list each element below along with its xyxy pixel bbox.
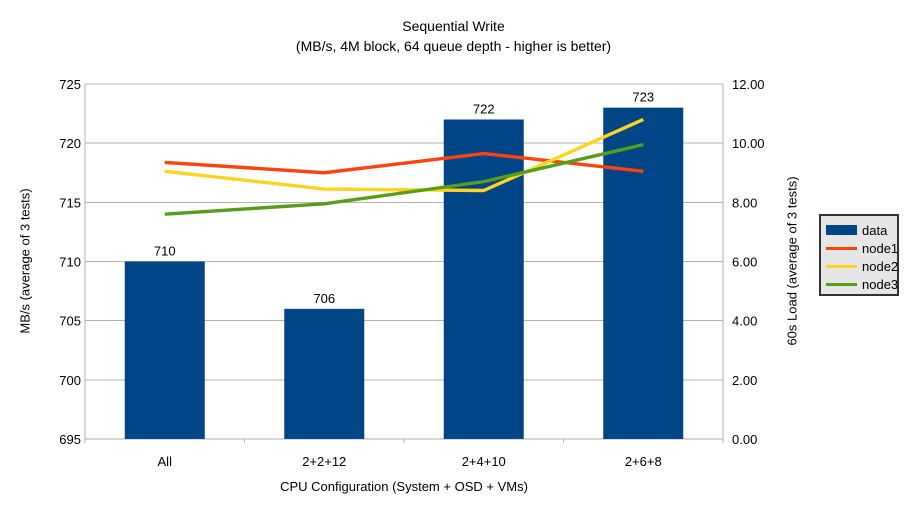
bar-2+6+8 xyxy=(603,107,684,440)
legend-label-node3: node3 xyxy=(862,276,899,292)
y1-tick-label: 725 xyxy=(59,77,81,92)
bar-value-label: 710 xyxy=(154,244,176,259)
chart-title-block: Sequential Write (MB/s, 4M block, 64 que… xyxy=(0,16,907,56)
y1-tick-label: 700 xyxy=(59,373,81,388)
y2-tick-label: 6.00 xyxy=(732,255,757,270)
legend-item-node1: node1 xyxy=(826,239,899,257)
y1-tick-label: 715 xyxy=(59,195,81,210)
legend-label-node2: node2 xyxy=(862,258,899,274)
legend-swatch-node1 xyxy=(826,246,857,250)
y2-tick-label: 0.00 xyxy=(732,432,757,447)
chart-title: Sequential Write xyxy=(402,18,505,34)
legend: data node1 node2 node3 xyxy=(819,214,899,296)
bar-value-label: 722 xyxy=(473,102,495,117)
legend-swatch-data xyxy=(826,225,857,235)
y1-tick-label: 720 xyxy=(59,136,81,151)
y1-tick-label: 710 xyxy=(59,255,81,270)
legend-item-node2: node2 xyxy=(826,257,899,275)
y2-tick-label: 10.00 xyxy=(732,136,765,151)
category-label: 2+6+8 xyxy=(625,454,662,469)
bar-All xyxy=(124,261,205,439)
bar-value-label: 723 xyxy=(632,90,654,105)
category-label: All xyxy=(158,454,173,469)
legend-label-node1: node1 xyxy=(862,240,899,256)
y1-tick-label: 695 xyxy=(59,432,81,447)
legend-item-data: data xyxy=(826,221,897,239)
y2-tick-label: 4.00 xyxy=(732,314,757,329)
bar-2+4+10 xyxy=(443,119,524,439)
category-label: 2+4+10 xyxy=(462,454,506,469)
category-label: 2+2+12 xyxy=(302,454,346,469)
y1-tick-label: 705 xyxy=(59,314,81,329)
x-axis-title: CPU Configuration (System + OSD + VMs) xyxy=(280,479,528,494)
y2-tick-label: 12.00 xyxy=(732,77,765,92)
chart-subtitle: (MB/s, 4M block, 64 queue depth - higher… xyxy=(295,38,612,54)
y2-tick-label: 8.00 xyxy=(732,195,757,210)
bar-value-label: 706 xyxy=(313,291,335,306)
y2-tick-label: 2.00 xyxy=(732,373,757,388)
legend-swatch-node3 xyxy=(826,282,857,286)
series-line-node1 xyxy=(164,151,644,175)
legend-item-node3: node3 xyxy=(826,275,899,293)
bar-2+2+12 xyxy=(284,308,365,439)
series-line-node3 xyxy=(164,142,644,216)
series-line-node2 xyxy=(164,117,644,193)
legend-label-data: data xyxy=(862,222,888,238)
legend-swatch-node2 xyxy=(826,264,857,268)
